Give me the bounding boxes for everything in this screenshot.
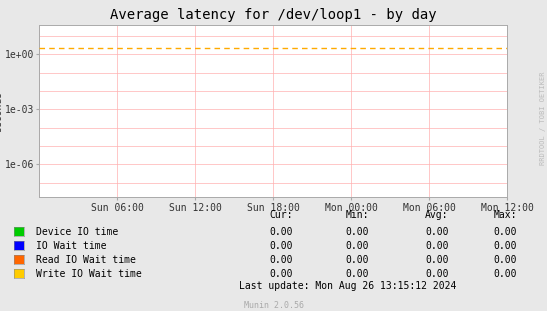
- Text: RRDTOOL / TOBI OETIKER: RRDTOOL / TOBI OETIKER: [540, 72, 546, 165]
- Text: 0.00: 0.00: [425, 241, 449, 251]
- Text: Last update: Mon Aug 26 13:15:12 2024: Last update: Mon Aug 26 13:15:12 2024: [238, 281, 456, 291]
- Text: 0.00: 0.00: [346, 227, 369, 237]
- Text: 0.00: 0.00: [269, 269, 293, 279]
- Text: 0.00: 0.00: [269, 255, 293, 265]
- Text: Min:: Min:: [346, 210, 369, 220]
- Title: Average latency for /dev/loop1 - by day: Average latency for /dev/loop1 - by day: [110, 8, 437, 22]
- Text: 0.00: 0.00: [269, 241, 293, 251]
- Text: Cur:: Cur:: [269, 210, 293, 220]
- Text: Munin 2.0.56: Munin 2.0.56: [243, 301, 304, 310]
- Text: 0.00: 0.00: [425, 227, 449, 237]
- Text: 0.00: 0.00: [346, 255, 369, 265]
- Text: IO Wait time: IO Wait time: [36, 241, 106, 251]
- Text: 0.00: 0.00: [346, 241, 369, 251]
- Text: Avg:: Avg:: [425, 210, 449, 220]
- Text: Device IO time: Device IO time: [36, 227, 118, 237]
- Text: 0.00: 0.00: [425, 269, 449, 279]
- Text: 0.00: 0.00: [493, 269, 517, 279]
- Text: 0.00: 0.00: [425, 255, 449, 265]
- Text: 0.00: 0.00: [493, 255, 517, 265]
- Text: Read IO Wait time: Read IO Wait time: [36, 255, 136, 265]
- Y-axis label: seconds: seconds: [0, 91, 3, 132]
- Text: 0.00: 0.00: [493, 241, 517, 251]
- Text: Max:: Max:: [493, 210, 517, 220]
- Text: 0.00: 0.00: [269, 227, 293, 237]
- Text: 0.00: 0.00: [346, 269, 369, 279]
- Text: Write IO Wait time: Write IO Wait time: [36, 269, 141, 279]
- Text: 0.00: 0.00: [493, 227, 517, 237]
